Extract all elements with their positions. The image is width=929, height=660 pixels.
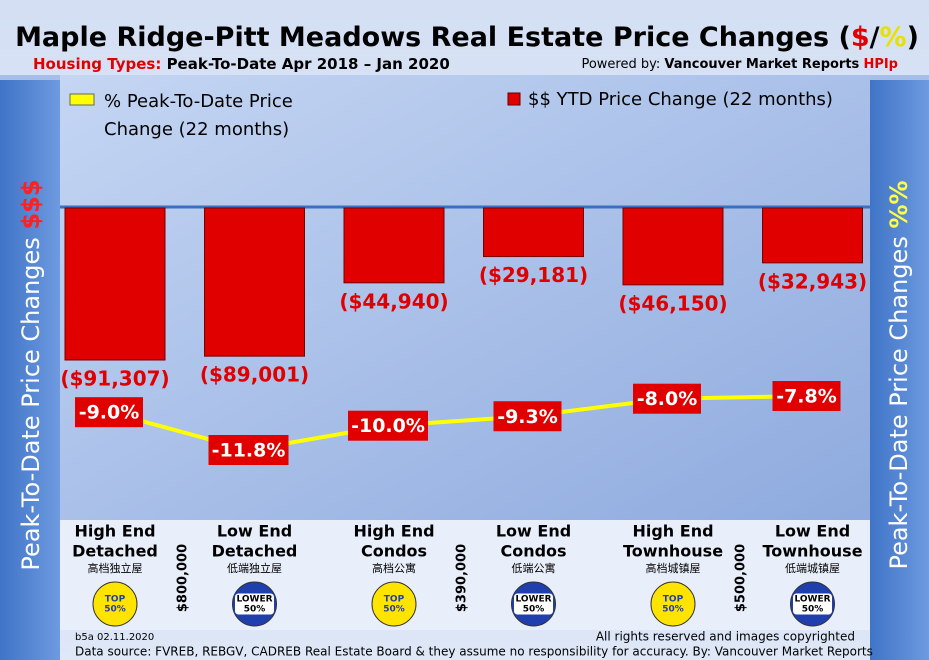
bar bbox=[64, 207, 166, 361]
line-value-label: -8.0% bbox=[637, 388, 698, 410]
tier-text: LOWER bbox=[794, 595, 830, 605]
tier-text: 50% bbox=[244, 605, 266, 615]
line-label-box bbox=[348, 410, 428, 441]
bar bbox=[622, 207, 724, 286]
tier-text: 50% bbox=[523, 605, 545, 615]
right-axis-label: Peak-To-Date Price Changes %% bbox=[885, 180, 913, 569]
category-label: High End bbox=[353, 522, 434, 541]
tier-text: 50% bbox=[662, 605, 684, 615]
line-label-box bbox=[75, 397, 143, 428]
category-label: Condos bbox=[500, 542, 566, 561]
title-part: / bbox=[870, 22, 880, 53]
category-label-zh: 高档公寓 bbox=[372, 561, 416, 575]
title-part: Maple Ridge-Pitt Meadows Real Estate Pri… bbox=[15, 22, 851, 53]
category-label: Townhouse bbox=[762, 542, 862, 561]
axis-label-text: Peak-To-Date Price Changes bbox=[17, 237, 45, 570]
category-label: High End bbox=[74, 522, 155, 541]
category-label: Low End bbox=[217, 522, 292, 541]
category-label-zh: 高档城镇屋 bbox=[646, 561, 701, 575]
label-area bbox=[60, 520, 870, 630]
category-label: Detached bbox=[72, 542, 158, 561]
price-divider: $800,000 bbox=[175, 544, 190, 612]
bar bbox=[343, 207, 445, 284]
title-part: $ bbox=[851, 22, 870, 53]
tier-band bbox=[95, 593, 135, 615]
bar-value-label: ($91,307) bbox=[60, 367, 169, 391]
bar-value-label: ($32,943) bbox=[758, 269, 867, 293]
left-axis-label: Peak-To-Date Price Changes $$$ bbox=[17, 179, 45, 570]
tier-text: TOP bbox=[384, 595, 405, 605]
title-part: ) bbox=[907, 22, 919, 53]
category-label: Detached bbox=[212, 542, 298, 561]
subtitle-text: Peak-To-Date Apr 2018 – Jan 2020 bbox=[167, 55, 450, 73]
tier-text: TOP bbox=[105, 595, 126, 605]
tier-text: 50% bbox=[104, 605, 126, 615]
tier-text: TOP bbox=[663, 595, 684, 605]
line-value-label: -9.3% bbox=[497, 406, 558, 428]
line-label-box bbox=[208, 435, 289, 465]
credit-name: Vancouver Market Reports bbox=[664, 57, 859, 72]
legend-swatch bbox=[69, 93, 95, 106]
category-label-zh: 高档独立屋 bbox=[88, 561, 143, 575]
bar bbox=[762, 207, 863, 264]
tier-band bbox=[374, 593, 414, 615]
bar bbox=[483, 207, 584, 258]
footer-source: Data source: FVREB, REBGV, CADREB Real E… bbox=[75, 645, 873, 659]
category-label-zh: 低端公寓 bbox=[512, 561, 556, 575]
axis-label-symbol: $$$ bbox=[17, 179, 45, 229]
legend-swatch bbox=[507, 92, 521, 106]
category-label: High End bbox=[632, 522, 713, 541]
tier-text: 50% bbox=[383, 605, 405, 615]
legend-label: % Peak-To-Date Price Change (22 months) bbox=[104, 91, 293, 140]
chart-title: Maple Ridge-Pitt Meadows Real Estate Pri… bbox=[15, 22, 919, 53]
line-value-label: -11.8% bbox=[212, 440, 286, 462]
line-label-box bbox=[493, 401, 562, 432]
footer-rights: All rights reserved and images copyright… bbox=[596, 630, 855, 644]
legend-line: Change (22 months) bbox=[104, 119, 289, 140]
credit: Powered by: Vancouver Market Reports HPI… bbox=[581, 57, 898, 72]
credit-tag: HPIp bbox=[863, 57, 898, 72]
tier-text: LOWER bbox=[236, 595, 272, 605]
subtitle: Housing Types: Peak-To-Date Apr 2018 – J… bbox=[33, 55, 450, 73]
price-divider: $390,000 bbox=[454, 544, 469, 612]
credit-label: Powered by: bbox=[581, 57, 660, 72]
category-label: Low End bbox=[496, 522, 571, 541]
axis-label-symbol: %% bbox=[885, 180, 913, 228]
tier-band bbox=[792, 592, 833, 616]
bar-value-label: ($46,150) bbox=[618, 291, 727, 315]
line-value-label: -9.0% bbox=[79, 402, 140, 424]
header-band bbox=[0, 0, 929, 75]
tier-band bbox=[513, 592, 554, 616]
line-value-label: -7.8% bbox=[776, 386, 837, 408]
bar-value-label: ($89,001) bbox=[200, 363, 309, 387]
category-label: Townhouse bbox=[623, 542, 723, 561]
bar-value-label: ($44,940) bbox=[339, 289, 448, 313]
tier-band bbox=[234, 592, 275, 616]
line-label-box bbox=[633, 383, 701, 414]
category-label-zh: 低端独立屋 bbox=[227, 561, 282, 575]
subtitle-label: Housing Types: bbox=[33, 55, 161, 73]
category-label-zh: 低端城镇屋 bbox=[785, 561, 840, 575]
bar bbox=[204, 207, 305, 357]
plot-area bbox=[60, 75, 870, 520]
line-value-label: -10.0% bbox=[351, 415, 425, 437]
tier-band bbox=[653, 593, 693, 615]
line-label-box bbox=[772, 381, 841, 411]
right-panel bbox=[870, 80, 929, 660]
axis-label-text: Peak-To-Date Price Changes bbox=[885, 236, 913, 569]
legend-label: $$ YTD Price Change (22 months) bbox=[528, 89, 833, 110]
legend-line: % Peak-To-Date Price bbox=[104, 91, 293, 112]
bar-value-label: ($29,181) bbox=[479, 263, 588, 287]
category-label: Low End bbox=[775, 522, 850, 541]
tier-text: 50% bbox=[802, 605, 824, 615]
price-divider: $500,000 bbox=[733, 544, 748, 612]
left-panel bbox=[0, 80, 60, 660]
category-label: Condos bbox=[361, 542, 427, 561]
title-part: % bbox=[880, 22, 907, 53]
tier-text: LOWER bbox=[515, 595, 551, 605]
footer-code: b5a 02.11.2020 bbox=[75, 632, 154, 643]
